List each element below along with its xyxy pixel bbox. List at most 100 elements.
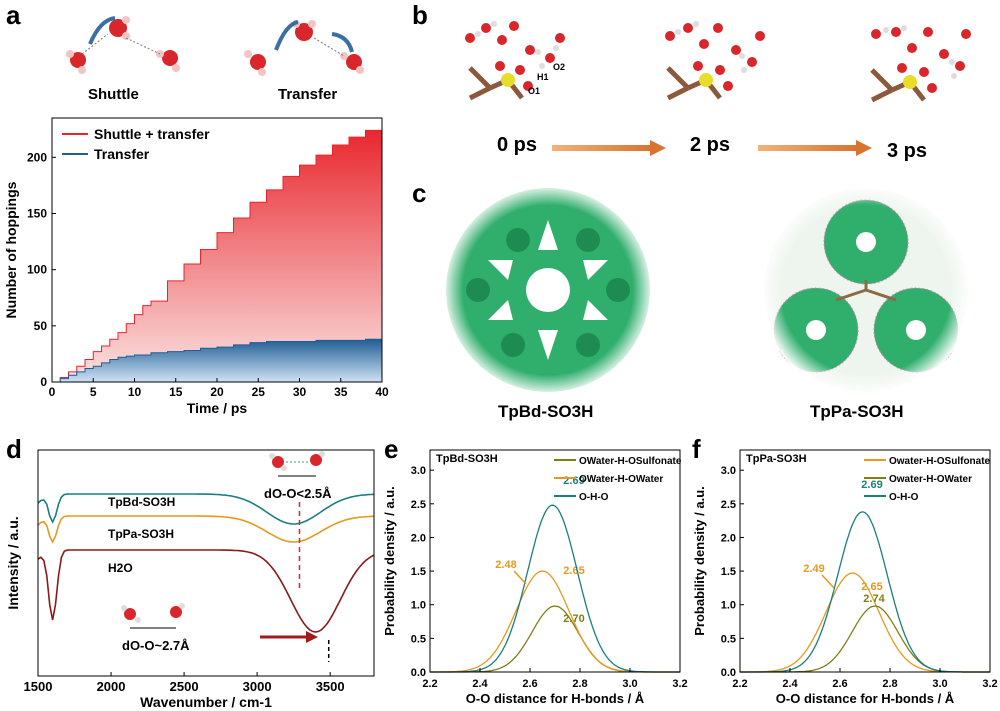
water-dimer-icon bbox=[121, 451, 325, 629]
legend-label-1: Owater-H-OWater bbox=[889, 474, 972, 485]
x-tick-label: 20 bbox=[210, 385, 224, 399]
x-tick-label: 2000 bbox=[97, 679, 126, 694]
y-tick-label: 150 bbox=[27, 206, 47, 220]
y-axis-label: Intensity / a.u. bbox=[5, 516, 21, 609]
x-axis-label: Wavenumber / cm-1 bbox=[140, 694, 272, 710]
y-tick-label: 3.0 bbox=[411, 465, 426, 477]
x-tick-label: 30 bbox=[293, 385, 307, 399]
x-tick-label: 2.4 bbox=[472, 678, 488, 690]
x-tick-label: 2.8 bbox=[882, 678, 897, 690]
spectrum-label-1: TpPa-SO3H bbox=[108, 527, 174, 541]
legend-label-2: O-H-O bbox=[889, 492, 919, 503]
y-tick-label: 2.5 bbox=[721, 499, 736, 511]
legend-label-2: O-H-O bbox=[579, 492, 609, 503]
peak-label-0: 2.65 bbox=[861, 581, 882, 593]
y-axis-label: Probability density / a.u. bbox=[382, 486, 397, 636]
x-tick-label: 15 bbox=[169, 385, 183, 399]
x-tick-label: 2.2 bbox=[422, 678, 437, 690]
legend-label-0: Shuttle + transfer bbox=[94, 126, 210, 142]
shoulder-pointer bbox=[513, 570, 527, 585]
atom-label-o1: O1 bbox=[528, 86, 541, 96]
peak-label-1: 2.74 bbox=[863, 593, 885, 605]
arrow-right-icon bbox=[758, 140, 872, 156]
density-line-2 bbox=[430, 504, 680, 673]
peak-label-0: 2.70 bbox=[563, 613, 584, 625]
y-tick-label: 2.5 bbox=[411, 499, 426, 511]
legend-label-1: Transfer bbox=[94, 146, 150, 162]
legend-label-1: OWater-H-OWater bbox=[579, 474, 663, 485]
panel-label-c: c bbox=[412, 178, 427, 208]
annotation-do-o-short: dO-O<2.5Å bbox=[264, 486, 332, 501]
chart-f: 2.652.74 2.69 2.49 2.2 2.4 2.6 2.8 3.0 3.2 0.0 0.5… bbox=[692, 449, 998, 706]
legend-label-0: OWater-H-OSulfonate bbox=[579, 456, 682, 467]
chart-title: TpBd-SO3H bbox=[436, 453, 498, 465]
x-tick-label: 2.6 bbox=[832, 678, 847, 690]
y-tick-label: 3.0 bbox=[721, 465, 736, 477]
scheme-transfer bbox=[244, 20, 364, 76]
time-0ps: 0 ps bbox=[497, 134, 538, 156]
chart-title: TpPa-SO3H bbox=[746, 453, 807, 465]
annotation-arrowhead bbox=[306, 631, 318, 643]
panel-label-d: d bbox=[6, 434, 22, 464]
x-tick-label: 5 bbox=[90, 385, 97, 399]
spectrum-line-2 bbox=[37, 549, 375, 633]
chart-d: TpBd-SO3H TpPa-SO3H H2O dO-O<2.5Å dO-O~2.7Å 1… bbox=[5, 449, 375, 710]
x-tick-label: 3.0 bbox=[932, 678, 947, 690]
y-tick-label: 0.5 bbox=[411, 633, 426, 645]
density-line-1 bbox=[740, 605, 990, 673]
legend-label-0: Owater-H-OSulfonate bbox=[889, 456, 991, 467]
panel-label-a: a bbox=[6, 0, 21, 30]
atom-label-h1: H1 bbox=[537, 72, 549, 82]
shoulder-label: 2.49 bbox=[803, 563, 824, 575]
x-tick-label: 2.6 bbox=[522, 678, 537, 690]
molecule-snapshot-icon bbox=[465, 21, 565, 101]
panel-label-b: b bbox=[412, 0, 428, 30]
plot-frame bbox=[37, 449, 375, 677]
y-tick-label: 1.5 bbox=[411, 566, 426, 578]
molecule-snapshot-icon bbox=[665, 21, 765, 101]
series-area-1 bbox=[52, 338, 383, 383]
y-tick-label: 100 bbox=[27, 263, 47, 277]
plot-frame bbox=[429, 449, 681, 673]
y-tick-label: 0 bbox=[40, 375, 47, 389]
x-tick-label: 2500 bbox=[170, 679, 199, 694]
y-tick-label: 2.0 bbox=[721, 532, 736, 544]
y-tick-label: 1.0 bbox=[721, 600, 736, 612]
x-tick-label: 35 bbox=[334, 385, 348, 399]
x-tick-label: 40 bbox=[375, 385, 389, 399]
water-molecule-icon bbox=[244, 20, 364, 76]
x-tick-label: 2.2 bbox=[732, 678, 747, 690]
pore-cluster-icon bbox=[760, 184, 972, 396]
series-area-0 bbox=[52, 125, 383, 383]
density-line-1 bbox=[430, 570, 680, 673]
y-tick-label: 1.0 bbox=[411, 600, 426, 612]
water-molecule-icon bbox=[66, 16, 180, 74]
x-tick-label: 1500 bbox=[24, 679, 53, 694]
label-tppa: TpPa-SO3H bbox=[810, 402, 904, 421]
spectrum-line-1 bbox=[37, 515, 375, 544]
x-tick-label: 3.2 bbox=[672, 678, 687, 690]
y-tick-label: 50 bbox=[34, 319, 48, 333]
chart-a: 0 5 10 15 20 25 30 35 40 0 50 100 150 200 Time / ps Num… bbox=[3, 117, 389, 416]
annotation-do-o-long: dO-O~2.7Å bbox=[122, 638, 190, 653]
peak-label-1: 2.65 bbox=[563, 565, 584, 577]
x-tick-label: 10 bbox=[128, 385, 142, 399]
x-tick-label: 0 bbox=[49, 385, 56, 399]
y-tick-label: 0.0 bbox=[411, 667, 426, 679]
scheme-shuttle-label: Shuttle bbox=[88, 86, 139, 103]
panel-label-e: e bbox=[384, 434, 399, 464]
y-tick-label: 200 bbox=[27, 150, 47, 164]
chart-e: 2.702.652.692.482.2 2.4 2.6 2.8 3.0 3.20.00.5… bbox=[382, 449, 688, 706]
x-tick-label: 3500 bbox=[316, 679, 345, 694]
x-axis-label: O-O distance for H-bonds / Å bbox=[776, 691, 955, 706]
pore-cluster-icon bbox=[442, 184, 654, 396]
spectrum-label-0: TpBd-SO3H bbox=[108, 495, 175, 509]
y-tick-label: 1.5 bbox=[721, 566, 736, 578]
label-tpbd: TpBd-SO3H bbox=[498, 402, 594, 421]
spectrum-line-0 bbox=[37, 493, 375, 525]
scheme-transfer-label: Transfer bbox=[278, 86, 338, 103]
snapshot-3ps bbox=[870, 25, 971, 103]
y-tick-label: 0.0 bbox=[721, 667, 736, 679]
shoulder-label: 2.48 bbox=[495, 559, 516, 571]
panel-label-f: f bbox=[692, 434, 701, 464]
